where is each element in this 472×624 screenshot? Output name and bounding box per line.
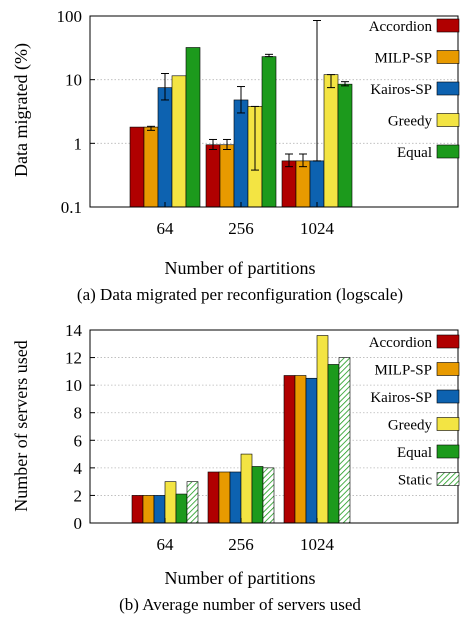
legend-label: Greedy <box>388 418 433 434</box>
chart-b-y-ticks: 0 2 4 6 8 10 12 14 <box>65 321 95 533</box>
bar-equal-1024 <box>327 364 340 524</box>
bar-milp-sp-64 <box>142 495 155 524</box>
bar-equal-1024 <box>337 83 353 208</box>
legend-label: Greedy <box>388 114 433 130</box>
legend-label: Kairos-SP <box>370 82 432 98</box>
bar-milp-sp-256 <box>219 144 235 208</box>
bar-greedy-1024 <box>323 74 339 208</box>
chart-a-bars <box>129 47 353 208</box>
legend-swatch <box>436 144 460 159</box>
legend-swatch <box>436 334 460 349</box>
bar-kairos-sp-1024 <box>309 160 325 208</box>
bar-static-64 <box>186 481 199 524</box>
legend-swatch <box>436 444 460 459</box>
chart-a-y-axis-label: Data migrated (%) <box>11 43 32 177</box>
legend-swatch <box>436 472 460 486</box>
legend-swatch <box>436 18 460 33</box>
bar-kairos-sp-64 <box>153 495 166 524</box>
x-tick-label: 256 <box>228 219 254 238</box>
bar-equal-256 <box>251 466 264 524</box>
bar-kairos-sp-64 <box>157 87 173 208</box>
y-tick-label: 0.1 <box>61 198 82 217</box>
chart-a: 0.1 1 10 100 64 256 1024 Accordion MILP-SP Kair… <box>11 7 460 304</box>
bar-kairos-sp-256 <box>233 99 249 208</box>
bar-static-1024 <box>338 357 351 524</box>
legend-label: Accordion <box>369 335 433 351</box>
bar-greedy-64 <box>171 75 187 208</box>
legend-swatch <box>436 50 460 64</box>
y-tick-label: 2 <box>74 486 83 505</box>
legend-swatch <box>436 81 460 96</box>
y-tick-label: 1 <box>74 134 83 153</box>
legend-swatch <box>436 389 460 404</box>
y-tick-label: 10 <box>65 376 82 395</box>
bar-milp-sp-1024 <box>294 375 307 524</box>
bar-static-256 <box>262 467 275 524</box>
legend-label: Static <box>398 473 433 489</box>
x-tick-label: 64 <box>157 219 175 238</box>
chart-b-bars <box>131 335 351 524</box>
y-tick-label: 10 <box>65 71 82 90</box>
bar-kairos-sp-1024 <box>305 377 318 524</box>
y-tick-label: 8 <box>74 404 83 423</box>
chart-b: 0 2 4 6 8 10 12 14 64 256 1024 Accordion MILP-SP Ka… <box>11 321 460 614</box>
legend-label: MILP-SP <box>374 51 432 67</box>
x-tick-label: 1024 <box>300 535 335 554</box>
bar-accordion-1024 <box>283 375 296 524</box>
chart-b-legend: Accordion MILP-SP Kairos-SP Greedy Equal Stat… <box>369 334 460 489</box>
legend-swatch <box>436 362 460 376</box>
legend-label: Kairos-SP <box>370 390 432 406</box>
bar-greedy-256 <box>240 453 253 524</box>
bar-milp-sp-64 <box>143 126 159 208</box>
bar-equal-256 <box>261 56 277 208</box>
y-tick-label: 4 <box>74 459 83 478</box>
bar-equal-64 <box>185 47 201 208</box>
bar-greedy-1024 <box>316 335 329 524</box>
bar-accordion-1024 <box>281 160 297 208</box>
bar-accordion-64 <box>131 495 144 524</box>
chart-a-error-bars <box>147 19 349 171</box>
legend-swatch <box>436 417 460 431</box>
legend-label: MILP-SP <box>374 363 432 379</box>
chart-a-y-ticks: 0.1 1 10 100 <box>57 7 95 217</box>
y-tick-label: 12 <box>65 349 82 368</box>
x-tick-label: 1024 <box>300 219 335 238</box>
y-tick-label: 6 <box>74 431 83 450</box>
y-tick-label: 14 <box>65 321 83 340</box>
bar-milp-sp-1024 <box>295 160 311 208</box>
bar-greedy-64 <box>164 481 177 524</box>
x-tick-label: 64 <box>157 535 175 554</box>
legend-label: Accordion <box>369 19 433 35</box>
x-tick-label: 256 <box>228 535 254 554</box>
chart-a-x-ticks: 64 256 1024 <box>157 202 335 238</box>
bar-accordion-256 <box>207 471 220 524</box>
bar-kairos-sp-256 <box>229 471 242 524</box>
chart-b-x-axis-label: Number of partitions <box>165 568 316 588</box>
chart-a-x-axis-label: Number of partitions <box>165 258 316 278</box>
legend-label: Equal <box>397 445 432 461</box>
legend-swatch <box>436 113 460 127</box>
bar-accordion-64 <box>129 126 145 208</box>
bar-accordion-256 <box>205 144 221 208</box>
chart-a-legend: Accordion MILP-SP Kairos-SP Greedy Equal <box>369 18 460 161</box>
legend-label: Equal <box>397 145 432 161</box>
y-tick-label: 0 <box>74 514 83 533</box>
chart-b-caption: (b) Average number of servers used <box>119 595 361 614</box>
chart-b-x-ticks: 64 256 1024 <box>157 518 335 554</box>
chart-a-frame <box>89 15 459 208</box>
bar-milp-sp-256 <box>218 471 231 524</box>
bar-equal-64 <box>175 493 188 524</box>
chart-b-y-axis-label: Number of servers used <box>11 340 31 511</box>
chart-a-caption: (a) Data migrated per reconfiguration (l… <box>77 285 403 304</box>
y-tick-label: 100 <box>57 7 83 26</box>
